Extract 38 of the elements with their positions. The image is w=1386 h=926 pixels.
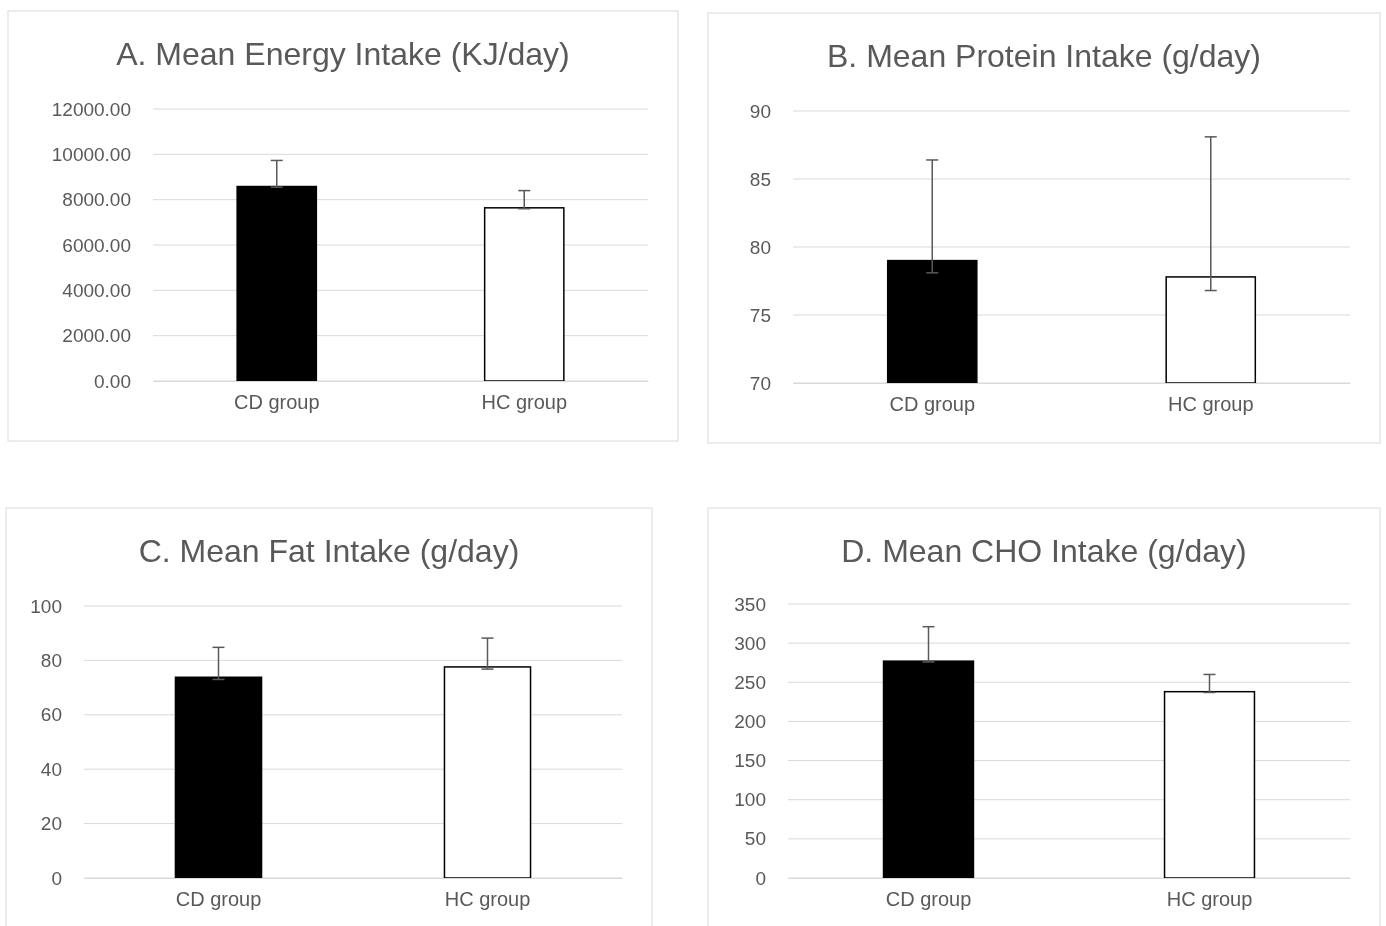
- chart-title: B. Mean Protein Intake (g/day): [827, 38, 1261, 74]
- y-tick-label: 0.00: [94, 370, 131, 392]
- x-tick-label: CD group: [889, 393, 976, 416]
- chart-title: A. Mean Energy Intake (KJ/day): [116, 36, 570, 72]
- x-tick-label: HC group: [444, 888, 531, 911]
- x-tick-label: HC group: [1167, 393, 1254, 416]
- y-tick-label: 300: [734, 632, 766, 654]
- y-tick-label: 8000.00: [62, 189, 131, 211]
- y-tick-label: 200: [734, 711, 766, 733]
- y-tick-label: 20: [40, 813, 62, 835]
- chart-title: D. Mean CHO Intake (g/day): [841, 533, 1247, 569]
- y-tick-label: 70: [749, 372, 771, 394]
- y-tick-label: 85: [749, 168, 771, 190]
- x-tick-label: HC group: [1166, 888, 1253, 911]
- y-tick-label: 75: [749, 304, 771, 326]
- y-tick-label: 40: [40, 758, 62, 780]
- y-tick-label: 250: [734, 671, 766, 693]
- x-tick-label: CD group: [885, 888, 972, 911]
- y-tick-label: 6000.00: [62, 234, 131, 256]
- y-tick-label: 90: [749, 100, 771, 122]
- x-tick-label: HC group: [481, 391, 568, 414]
- y-tick-label: 80: [40, 649, 62, 671]
- y-tick-label: 50: [744, 828, 766, 850]
- y-tick-label: 12000.00: [51, 98, 131, 120]
- y-tick-label: 4000.00: [62, 279, 131, 301]
- y-tick-label: 2000.00: [62, 325, 131, 347]
- y-tick-label: 350: [734, 593, 766, 615]
- y-tick-label: 10000.00: [51, 143, 131, 165]
- x-tick-label: CD group: [175, 888, 262, 911]
- y-tick-label: 0: [755, 867, 766, 889]
- x-tick-label: CD group: [233, 391, 320, 414]
- y-tick-label: 60: [40, 704, 62, 726]
- y-tick-label: 0: [51, 867, 62, 889]
- y-tick-label: 80: [749, 236, 771, 258]
- y-tick-label: 150: [734, 750, 766, 772]
- y-tick-label: 100: [30, 595, 62, 617]
- chart-title: C. Mean Fat Intake (g/day): [138, 533, 520, 569]
- y-tick-label: 100: [734, 789, 766, 811]
